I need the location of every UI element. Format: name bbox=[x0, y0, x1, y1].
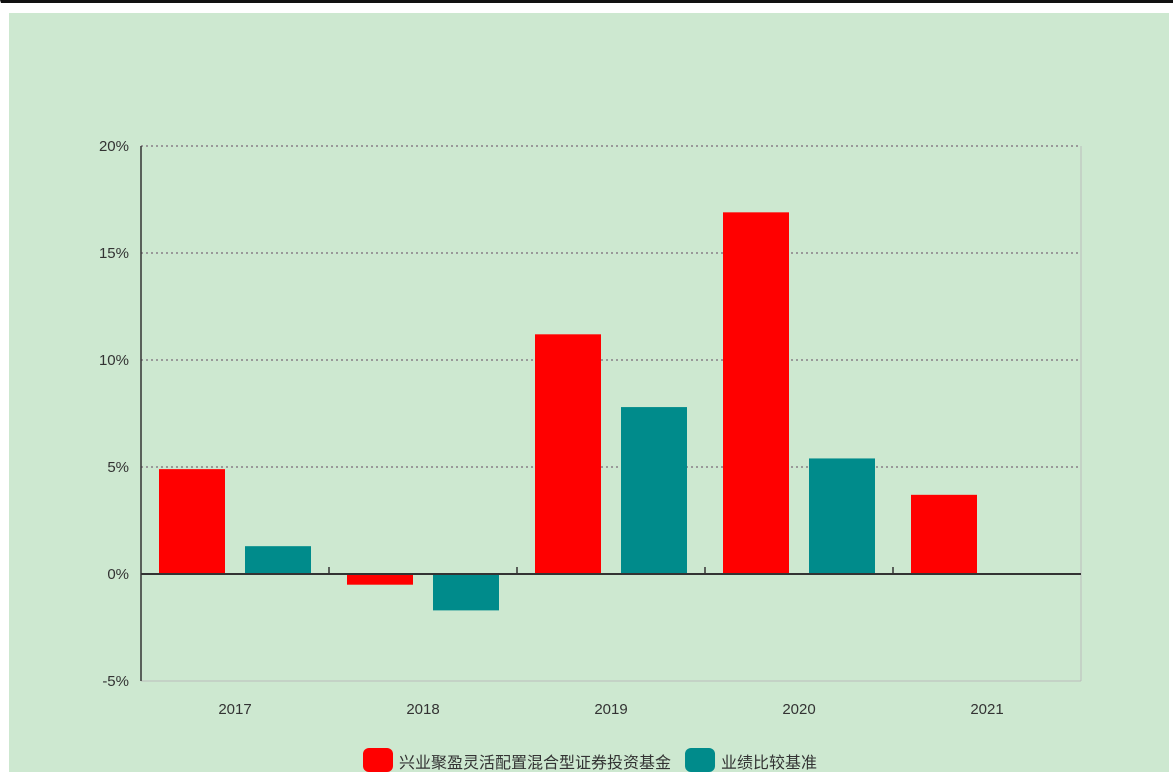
x-tick-label: 2017 bbox=[218, 701, 251, 718]
legend-label: 兴业聚盈灵活配置混合型证券投资基金 bbox=[399, 753, 671, 772]
bars bbox=[159, 212, 977, 611]
bar-2019-series-2 bbox=[621, 407, 687, 574]
y-tick-label: 10% bbox=[99, 352, 129, 369]
y-tick-label: -5% bbox=[102, 673, 129, 690]
bar-2017-series-1 bbox=[159, 469, 225, 574]
bar-2019-series-1 bbox=[535, 334, 601, 574]
bar-2020-series-2 bbox=[809, 458, 875, 574]
y-tick-label: 20% bbox=[99, 138, 129, 155]
x-tick-label: 2019 bbox=[594, 701, 627, 718]
bar-2018-series-2 bbox=[433, 574, 499, 611]
legend: 兴业聚盈灵活配置混合型证券投资基金 业绩比较基准 bbox=[363, 748, 817, 772]
y-tick-label: 0% bbox=[107, 566, 129, 583]
legend-swatch bbox=[685, 748, 716, 772]
y-tick-label: 15% bbox=[99, 245, 129, 262]
grid-lines bbox=[141, 145, 1081, 468]
x-tick-label: 2018 bbox=[406, 701, 439, 718]
bar-2021-series-1 bbox=[911, 494, 977, 574]
bar-2020-series-1 bbox=[723, 212, 789, 574]
bar-2017-series-2 bbox=[245, 546, 311, 574]
x-tick-labels: 2017 2018 2019 2020 2021 bbox=[218, 701, 1003, 718]
x-tick-label: 2021 bbox=[970, 701, 1003, 718]
y-tick-labels: -5% 0% 5% 10% 15% 20% bbox=[99, 138, 129, 690]
x-tick-label: 2020 bbox=[782, 701, 815, 718]
legend-label: 业绩比较基准 bbox=[721, 753, 817, 772]
y-tick-label: 5% bbox=[107, 459, 129, 476]
legend-swatch bbox=[363, 748, 393, 772]
bar-2018-series-1 bbox=[347, 574, 413, 585]
axes bbox=[140, 146, 1082, 682]
bar-chart: -5% 0% 5% 10% 15% 20% 2017 2018 2019 2020 2021 兴业… bbox=[9, 13, 1169, 772]
